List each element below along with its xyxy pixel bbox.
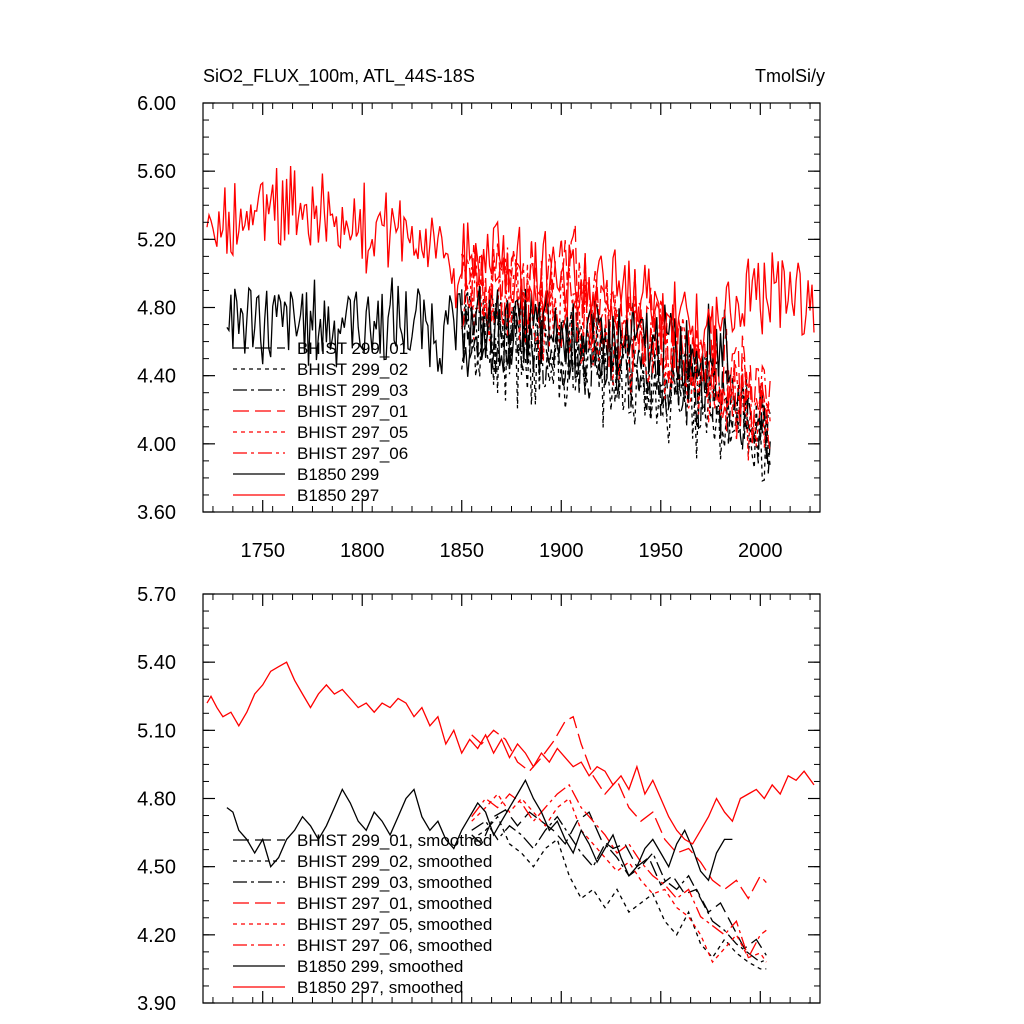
series-line-b1850-299 [226, 277, 732, 395]
y-tick-label: 4.50 [137, 857, 176, 879]
legend-entry-b1850-297: B1850 297 [297, 486, 379, 505]
series-line-bhist-297-06-smoothed [471, 783, 767, 960]
series-line-bhist-299-01-smoothed [471, 809, 767, 956]
series-line-b1850-297 [206, 165, 815, 369]
series-line-bhist-297-05 [461, 253, 771, 461]
legend-entry-bhist-297-06-smoothed: BHIST 297_06, smoothed [297, 936, 492, 955]
legend-entry-bhist-297-01: BHIST 297_01 [297, 402, 408, 421]
plot-frame [202, 102, 821, 513]
series-line-b1850-299-smoothed [226, 778, 733, 882]
y-tick-label: 6.00 [137, 93, 176, 115]
series-line-bhist-297-06 [461, 247, 771, 452]
y-tick-label: 3.60 [137, 502, 176, 524]
x-tick-label: 1900 [539, 540, 584, 562]
y-tick-label: 3.90 [137, 993, 176, 1015]
x-tick-label: 1800 [340, 540, 385, 562]
legend-entry-bhist-299-01: BHIST 299_01 [297, 339, 408, 358]
figure-title: SiO2_FLUX_100m, ATL_44S-18S [203, 66, 475, 87]
y-tick-label: 4.80 [137, 298, 176, 320]
legend-entry-bhist-297-06: BHIST 297_06 [297, 444, 408, 463]
y-tick-label: 5.40 [137, 652, 176, 674]
y-tick-label: 4.40 [137, 366, 176, 388]
legend-entry-bhist-297-01-smoothed: BHIST 297_01, smoothed [297, 894, 492, 913]
legend-entry-bhist-299-03-smoothed: BHIST 299_03, smoothed [297, 873, 492, 892]
y-tick-label: 4.20 [137, 925, 176, 947]
legend: BHIST 299_01, smoothed BHIST 299_02, smoo… [233, 831, 492, 997]
y-tick-label: 5.70 [137, 584, 176, 606]
x-tick-label: 1750 [240, 540, 285, 562]
series-line-b1850-297-smoothed [206, 661, 815, 845]
legend-entry-bhist-299-02-smoothed: BHIST 299_02, smoothed [297, 852, 492, 871]
series-line-bhist-299-02 [461, 295, 771, 482]
legend-entry-bhist-299-03: BHIST 299_03 [297, 381, 408, 400]
legend: BHIST 299_01 BHIST 299_02 BHIST 299_03 BHIS… [233, 339, 408, 505]
legend-entry-b1850-299-smoothed: B1850 299, smoothed [297, 957, 463, 976]
plot-frame [202, 593, 821, 1004]
legend-entry-bhist-297-05: BHIST 297_05 [297, 423, 408, 442]
y-tick-label: 5.10 [137, 720, 176, 742]
y-tick-label: 4.00 [137, 434, 176, 456]
top-panel: 3.60 4.00 4.40 4.80 5.20 5.60 6.00 1750 1800 1850… [137, 93, 821, 562]
legend-entry-bhist-297-05-smoothed: BHIST 297_05, smoothed [297, 915, 492, 934]
y-tick-label: 5.20 [137, 229, 176, 251]
legend-entry-b1850-299: B1850 299 [297, 465, 379, 484]
y-tick-label: 4.80 [137, 789, 176, 811]
series-line-bhist-297-05-smoothed [471, 792, 767, 964]
x-tick-label: 1950 [639, 540, 684, 562]
legend-entry-bhist-299-01-smoothed: BHIST 299_01, smoothed [297, 831, 492, 850]
series-line-bhist-297-01-smoothed [471, 715, 767, 900]
series-line-bhist-299-02-smoothed [471, 815, 767, 970]
legend-entry-bhist-299-02: BHIST 299_02 [297, 360, 408, 379]
figure-units: TmolSi/y [755, 66, 825, 86]
bottom-panel: 3.90 4.20 4.50 4.80 5.10 5.40 5.70 BHIST 299_01… [137, 584, 821, 1015]
y-tick-label: 5.60 [137, 161, 176, 183]
x-tick-label: 1850 [439, 540, 484, 562]
series-line-bhist-299-03-smoothed [471, 815, 767, 963]
x-tick-label: 2000 [738, 540, 783, 562]
legend-entry-b1850-297-smoothed: B1850 297, smoothed [297, 978, 463, 997]
